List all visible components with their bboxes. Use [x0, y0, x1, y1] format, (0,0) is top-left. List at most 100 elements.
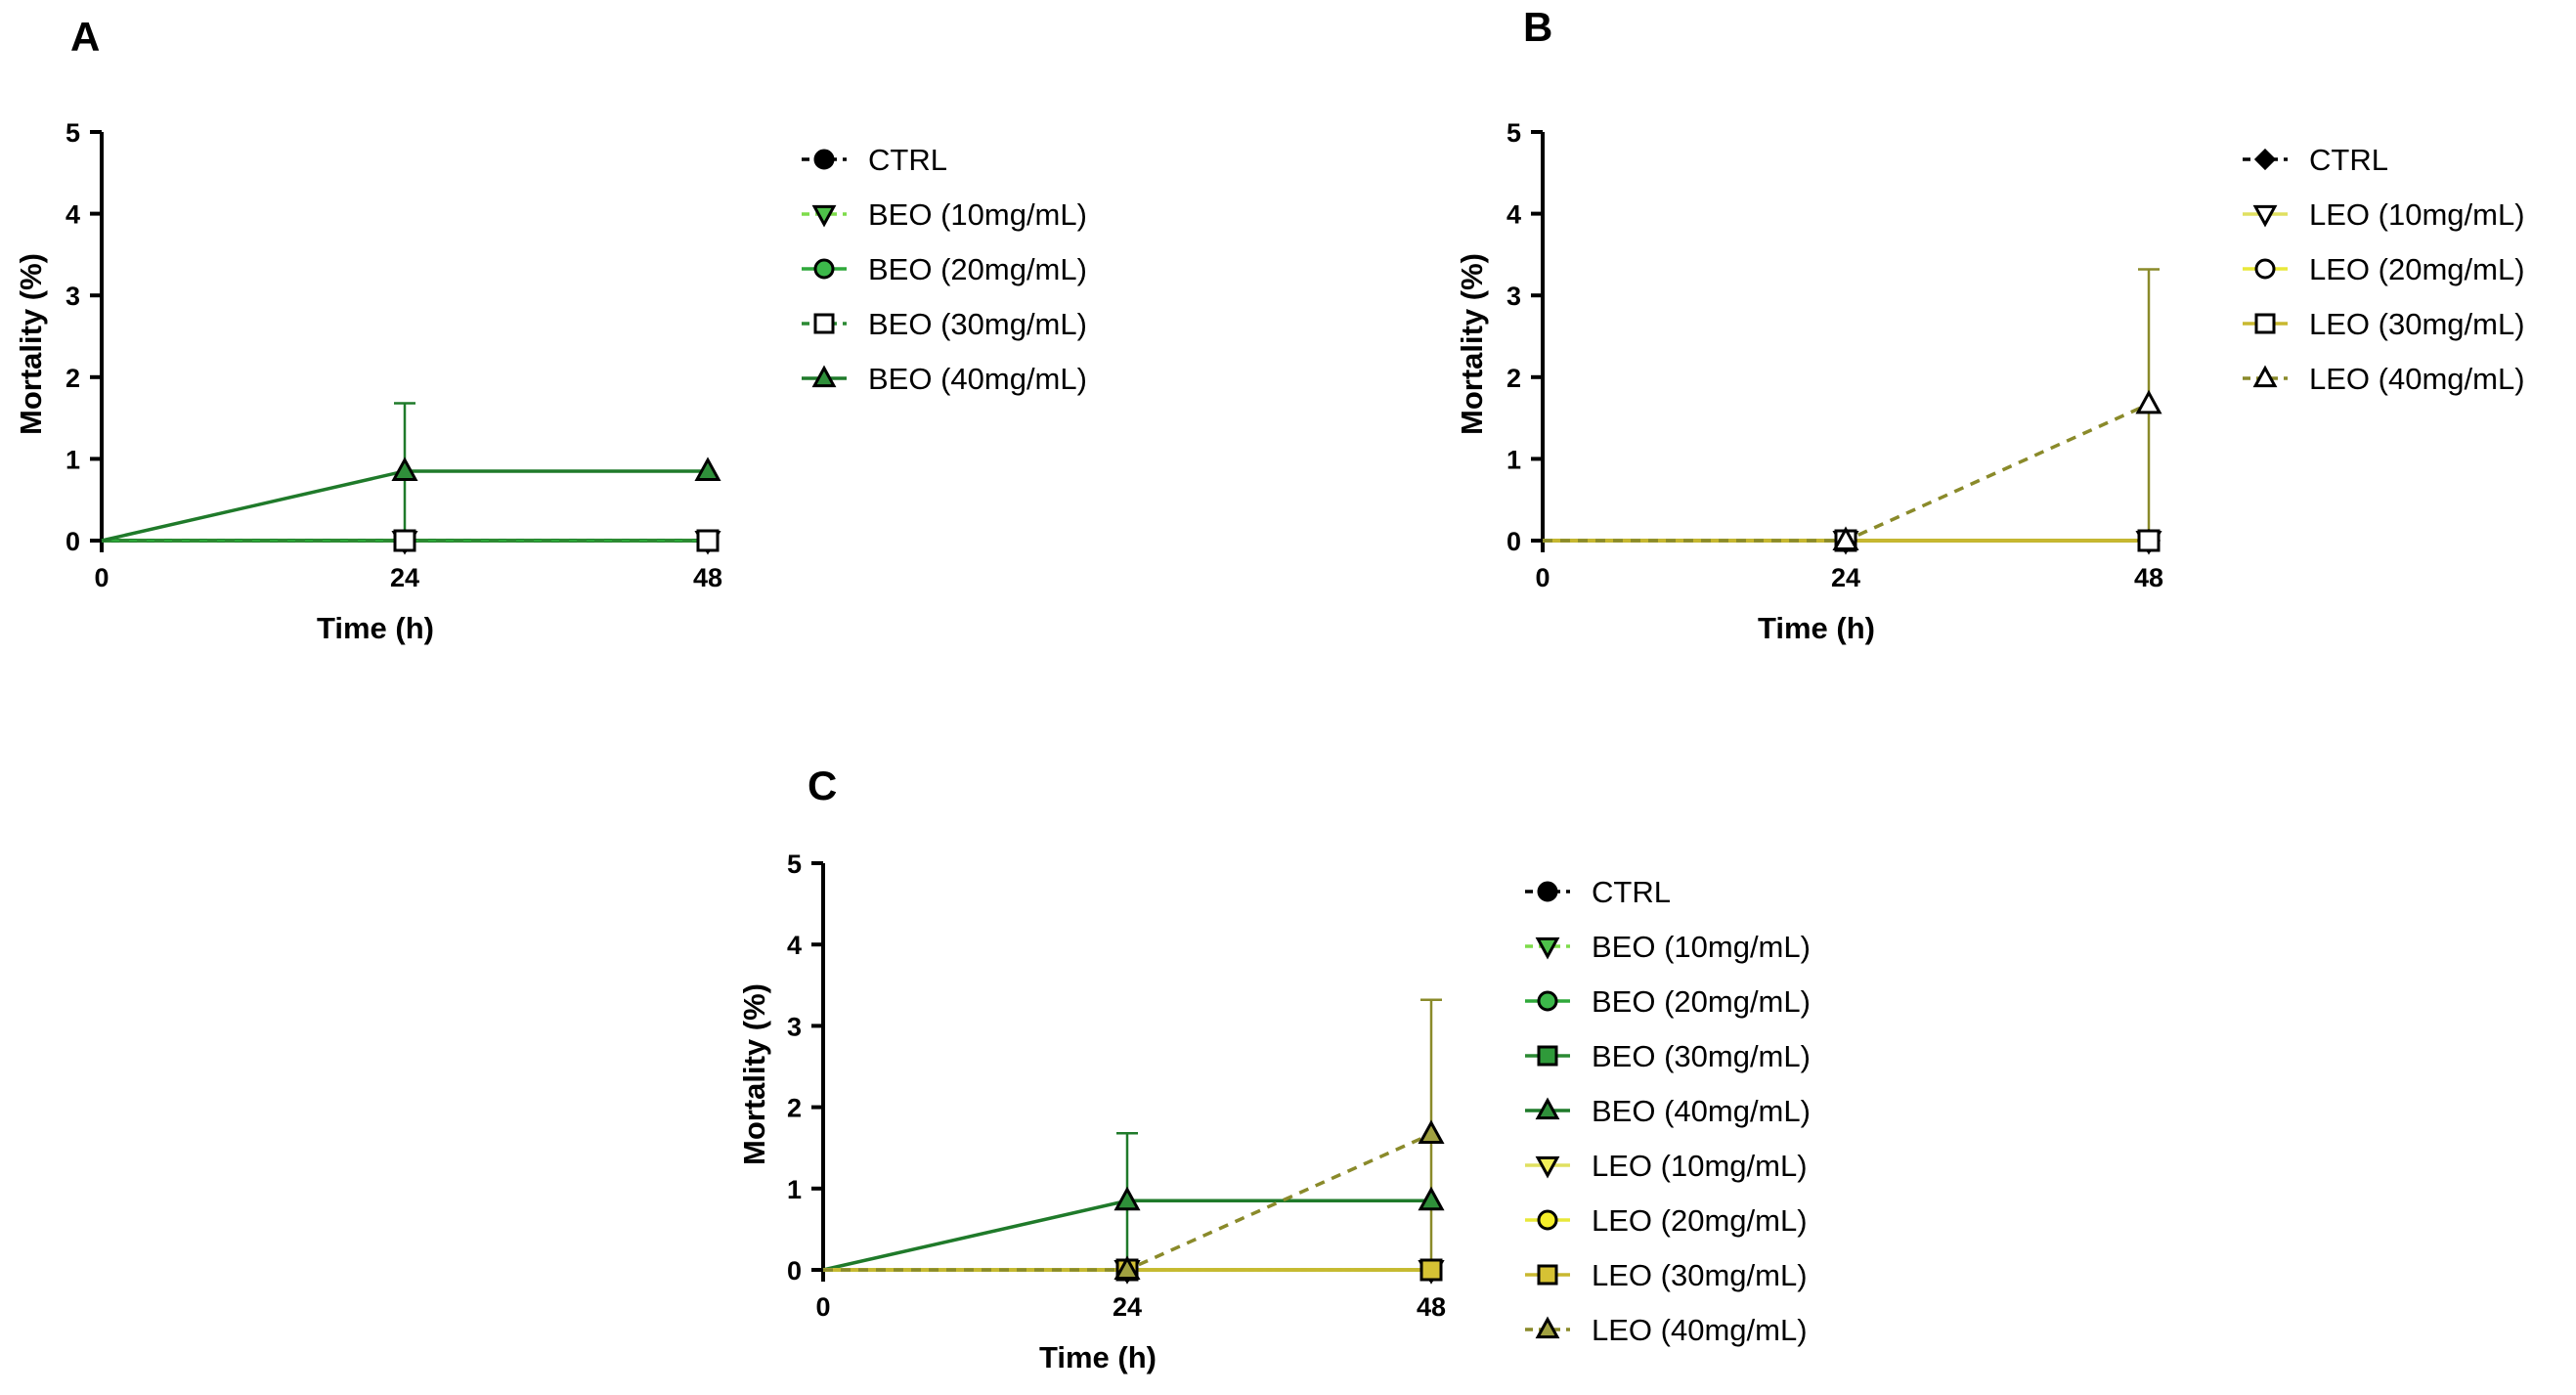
y-tick-label: 1: [787, 1175, 802, 1204]
legend-label: CTRL: [868, 143, 947, 177]
legend-swatch-marker: [811, 365, 837, 388]
legend-swatch-marker: [2254, 258, 2276, 280]
x-tick-label: 24: [1831, 563, 1860, 592]
chart-panel-b: B 0 1 2 3 4 5 0 24 48 Time (h) Mortality (%) CTRL LEO…: [1455, 4, 2525, 645]
x-tick-label: 24: [390, 563, 419, 592]
data-point: [696, 529, 720, 552]
y-tick-label: 3: [65, 282, 80, 311]
y-tick-label: 0: [65, 527, 80, 556]
x-tick-label: 48: [1417, 1292, 1446, 1322]
y-tick-label: 0: [1506, 527, 1521, 556]
legend: CTRL LEO (10mg/mL) LEO (20mg/mL) LEO (30mg/…: [2243, 143, 2525, 396]
y-tick-label: 2: [65, 364, 80, 393]
y-tick-label: 2: [1506, 364, 1521, 393]
data-point: [1419, 1258, 1443, 1282]
data-point: [1113, 1186, 1141, 1211]
legend-swatch-marker: [1537, 990, 1558, 1012]
legend-item: BEO (40mg/mL): [1525, 1094, 1811, 1128]
legend-swatch-marker: [2252, 365, 2278, 388]
y-tick-label: 5: [787, 850, 802, 879]
legend-swatch-marker: [813, 313, 835, 334]
legend-swatch-marker: [1537, 881, 1558, 902]
legend-label: LEO (40mg/mL): [2309, 362, 2525, 396]
legend-label: LEO (10mg/mL): [2309, 197, 2525, 232]
x-tick-label: 48: [2134, 563, 2163, 592]
legend-item: LEO (10mg/mL): [1525, 1149, 1808, 1183]
chart-panel-a: A 0 1 2 3 4 5 0 24 48 Time (h) Mortality (%) CTRL BEO…: [14, 14, 1087, 645]
data-point: [1113, 1255, 1141, 1280]
data-point: [1418, 1186, 1445, 1211]
legend: CTRL BEO (10mg/mL) BEO (20mg/mL) BEO (30mg/…: [1525, 875, 1811, 1347]
legend-label: BEO (40mg/mL): [868, 362, 1087, 396]
legend-swatch-marker: [2252, 204, 2278, 228]
data-point: [1832, 526, 1859, 550]
legend-swatch-marker: [1537, 1045, 1558, 1067]
legend-label: BEO (30mg/mL): [868, 307, 1087, 341]
legend-swatch-marker: [813, 258, 835, 280]
legend-item: LEO (40mg/mL): [2243, 362, 2525, 396]
legend-swatch-marker: [1537, 1209, 1558, 1231]
legend-label: CTRL: [2309, 143, 2388, 177]
panel-letter: A: [70, 14, 100, 60]
x-axis-title: Time (h): [1758, 611, 1875, 645]
y-tick-label: 4: [787, 931, 802, 960]
panel-letter: B: [1523, 4, 1552, 50]
legend-item: BEO (10mg/mL): [1525, 930, 1811, 964]
x-axis-title: Time (h): [1039, 1340, 1157, 1374]
x-tick-label: 0: [815, 1292, 830, 1322]
legend-item: CTRL: [1525, 875, 1671, 909]
y-axis-title: Mortality (%): [737, 983, 771, 1165]
legend-label: BEO (10mg/mL): [1592, 930, 1811, 964]
y-tick-label: 3: [787, 1012, 802, 1041]
legend-item: BEO (30mg/mL): [802, 307, 1087, 341]
data-point: [2137, 529, 2161, 552]
y-tick-label: 1: [1506, 445, 1521, 474]
y-tick-label: 4: [65, 200, 80, 230]
legend-label: CTRL: [1592, 875, 1671, 909]
y-tick-label: 3: [1506, 282, 1521, 311]
data-point: [694, 457, 721, 481]
panel-letter: C: [808, 763, 837, 808]
legend-item: CTRL: [2243, 143, 2388, 177]
legend-swatch-marker: [2254, 313, 2276, 334]
y-tick-label: 1: [65, 445, 80, 474]
legend-item: LEO (40mg/mL): [1525, 1313, 1808, 1347]
legend-item: LEO (10mg/mL): [2243, 197, 2525, 232]
y-tick-label: 4: [1506, 200, 1521, 230]
legend-swatch-marker: [1535, 1097, 1560, 1120]
x-tick-label: 0: [1535, 563, 1550, 592]
legend-item: BEO (20mg/mL): [1525, 984, 1811, 1019]
x-axis-title: Time (h): [317, 611, 434, 645]
legend-item: BEO (30mg/mL): [1525, 1039, 1811, 1073]
y-tick-label: 5: [65, 118, 80, 148]
legend-item: BEO (40mg/mL): [802, 362, 1087, 396]
data-point: [2135, 389, 2162, 414]
data-point: [393, 529, 416, 552]
legend-label: BEO (20mg/mL): [1592, 984, 1811, 1019]
legend-label: BEO (20mg/mL): [868, 252, 1087, 286]
legend-label: BEO (30mg/mL): [1592, 1039, 1811, 1073]
legend-item: BEO (10mg/mL): [802, 197, 1087, 232]
legend-swatch-marker: [813, 149, 835, 170]
legend-swatch-marker: [2253, 148, 2277, 171]
y-tick-label: 5: [1506, 118, 1521, 148]
y-tick-label: 0: [787, 1256, 802, 1286]
data-point: [391, 457, 418, 481]
legend: CTRL BEO (10mg/mL) BEO (20mg/mL) BEO (30mg/…: [802, 143, 1087, 396]
x-tick-label: 48: [693, 563, 722, 592]
legend-item: LEO (20mg/mL): [1525, 1203, 1808, 1238]
legend-label: LEO (30mg/mL): [1592, 1258, 1808, 1292]
x-tick-label: 24: [1113, 1292, 1142, 1322]
legend-label: LEO (20mg/mL): [2309, 252, 2525, 286]
legend-item: LEO (30mg/mL): [1525, 1258, 1808, 1292]
series-line: [1543, 402, 2150, 543]
legend-swatch-marker: [811, 204, 837, 228]
legend-swatch-marker: [1535, 1155, 1560, 1179]
y-axis-title: Mortality (%): [14, 253, 48, 435]
legend-item: CTRL: [802, 143, 947, 177]
legend-label: BEO (10mg/mL): [868, 197, 1087, 232]
legend-item: LEO (20mg/mL): [2243, 252, 2525, 286]
y-axis-title: Mortality (%): [1455, 253, 1489, 435]
x-tick-label: 0: [94, 563, 109, 592]
chart-panel-c: C 0 1 2 3 4 5 0 24 48 Time (h) Mortality (%) CTRL BEO…: [737, 763, 1811, 1374]
